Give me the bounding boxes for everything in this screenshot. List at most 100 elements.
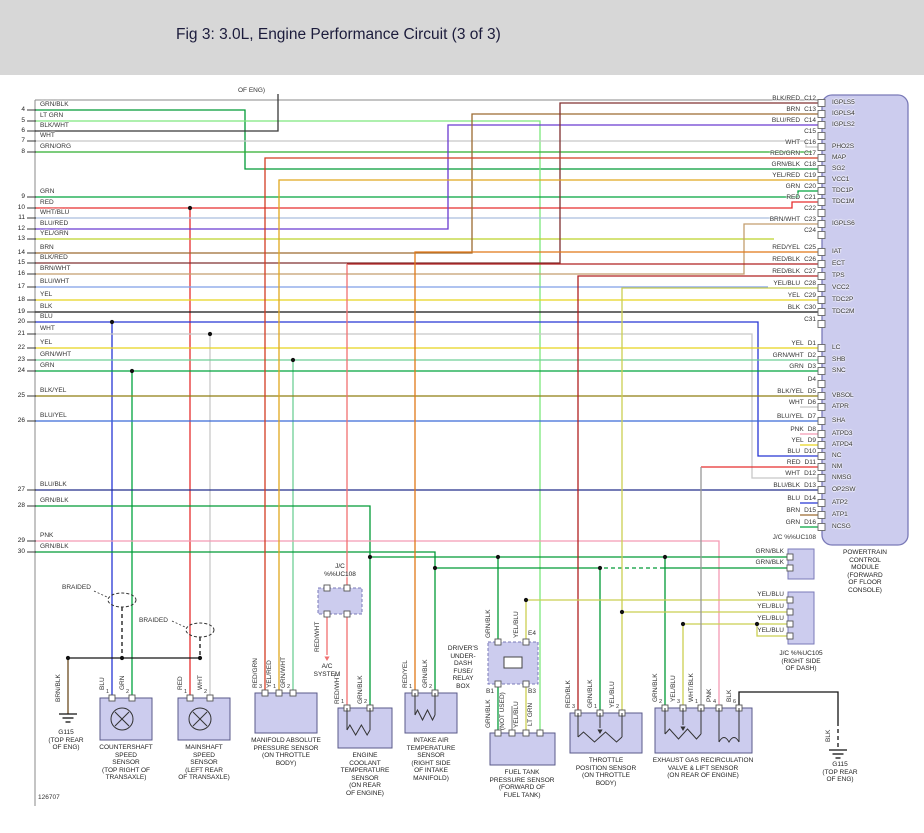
- pcm-pin-wire-color: BLU/RED: [771, 117, 801, 124]
- pcm-pin-square: [817, 320, 826, 328]
- junction-dot: [367, 554, 373, 560]
- pcm-pin-label: RED/BLK C27: [700, 268, 816, 276]
- wire-color-vertical-label: GRN/BLK: [357, 675, 364, 704]
- thermistor-symbol: [414, 708, 436, 722]
- pcm-pin-label: BLK C30: [700, 304, 816, 312]
- wire-red-blk: [577, 275, 820, 713]
- egr-valve-lift-sensor-pin-number: 2: [658, 699, 662, 705]
- left-pin-number: 16: [17, 270, 25, 277]
- mainshaft-speed-sensor-caption: MAINSHAFT SPEED SENSOR (LEFT REAR OF TRA…: [178, 744, 230, 781]
- pcm-pin-id: D13: [804, 482, 816, 489]
- pcm-pin-wire-color: RED: [786, 194, 801, 201]
- left-pin-wire-color: GRN: [40, 362, 55, 369]
- left-pin-wire-color: GRN: [40, 188, 55, 195]
- left-pin-wire-color: GRN/BLK: [40, 543, 69, 550]
- pcm-pin-id: D9: [807, 437, 816, 444]
- pcm-signal-label: TDC2M: [832, 308, 855, 315]
- pcm-pin-square: [817, 220, 826, 228]
- wire-grn: [35, 190, 820, 198]
- pcm-pin-square: [817, 523, 826, 531]
- pcm-pin-id: C13: [804, 106, 816, 113]
- lift-sensor-wiper-arrow: [680, 726, 686, 731]
- pcm-signal-label: ATPR: [832, 403, 849, 410]
- wire-yel-red: [278, 179, 820, 693]
- pcm-signal-label: ATPD3: [832, 430, 853, 437]
- wire-wht: [35, 333, 820, 479]
- pcm-pin-wire-color: BLU: [787, 448, 801, 455]
- pcm-signal-label: MAP: [832, 154, 847, 161]
- pcm-pin-wire-color: BLU/BLK: [773, 482, 801, 489]
- pcm-pin-label: RED/BLK C26: [700, 256, 816, 264]
- wire-color-vertical-label: RED: [177, 676, 184, 690]
- junction-pin-square: [522, 680, 530, 688]
- pcm-pin-label: RED D11: [700, 459, 816, 467]
- diagram-number: 126707: [38, 794, 60, 801]
- pcm-signal-label: NC: [832, 452, 842, 459]
- left-pin-wire-color: YEL: [40, 339, 53, 346]
- pcm-pin-id: C23: [804, 216, 816, 223]
- pcm-pin-wire-color: BLK/YEL: [777, 388, 804, 395]
- left-pin-wire-color: YEL/GRN: [40, 230, 69, 237]
- wire-blu-red: [35, 124, 820, 230]
- wire-color-vertical-label: WHT/BLK: [688, 673, 695, 702]
- pcm-signal-label: IGPLS5: [832, 99, 855, 106]
- pcm-box: [821, 94, 909, 546]
- left-pin-wire-color: BLK/RED: [40, 254, 68, 261]
- ect-sensor-box: [337, 707, 393, 749]
- pcm-pin-id: D5: [807, 388, 816, 395]
- pcm-pin-id: C19: [804, 172, 816, 179]
- left-pin-number: 5: [21, 117, 25, 124]
- pcm-pin-id: D4: [807, 376, 816, 383]
- egr-valve-lift-sensor-pin-number: 3: [676, 699, 680, 705]
- left-pin-wire-color: YEL: [40, 291, 53, 298]
- left-pin-wire-color: LT GRN: [40, 112, 64, 119]
- wire-color-vertical-label: WHT: [197, 675, 204, 690]
- potentiometer-symbol: [577, 731, 623, 743]
- pcm-pin-label: BRN C13: [700, 106, 816, 114]
- junction-dot: [129, 368, 135, 374]
- ground-g115-right-caption: G115 (TOP REAR OF ENG): [822, 761, 858, 783]
- left-pin-wire-color: RED: [40, 199, 54, 206]
- wire-brn: [35, 113, 820, 254]
- pcm-pin-square: [817, 198, 826, 206]
- pcm-pin-wire-color: RED/GRN: [770, 150, 801, 157]
- left-pin-number: 18: [17, 296, 25, 303]
- left-pin-number: 7: [21, 137, 25, 144]
- pcm-signal-label: IGPLS2: [832, 121, 855, 128]
- pcm-pin-id: C15: [804, 128, 816, 135]
- wire-pnk: [35, 540, 720, 708]
- wire-grn-blk-label: GRN/BLK: [755, 559, 784, 566]
- countershaft-speed-sensor-pin-square: [108, 694, 116, 702]
- pcm-pin-square: [817, 499, 826, 507]
- left-pin-wire-color: BLU/WHT: [40, 278, 70, 285]
- junction-dot: [680, 621, 686, 627]
- fuel-tank-pressure-sensor-pin-square: [508, 729, 516, 737]
- map-sensor-pin-number: 1: [272, 684, 276, 690]
- junction-pin-square: [786, 620, 794, 628]
- pcm-pin-id: C22: [804, 205, 816, 212]
- left-pin-number: 14: [17, 249, 25, 256]
- throttle-position-sensor-pin-number: 1: [593, 704, 597, 710]
- iat-sensor-pin-number: 1: [408, 684, 412, 690]
- pcm-signal-label: NMSG: [832, 474, 852, 481]
- pcm-pin-label: RED/GRN C17: [700, 150, 816, 158]
- pcm-pin-square: [817, 231, 826, 239]
- pcm-pin-id: D16: [804, 519, 816, 526]
- left-pin-number: 13: [17, 235, 25, 242]
- pcm-pin-square: [817, 452, 826, 460]
- pcm-pin-wire-color: YEL/BLU: [773, 280, 801, 287]
- fuel-tank-pressure-sensor-caption: FUEL TANK PRESSURE SENSOR (FORWARD OF FU…: [489, 769, 555, 799]
- map-sensor-box: [254, 692, 318, 734]
- wire-color-vertical-label: GRN/BLK: [422, 659, 429, 688]
- pcm-pin-square: [817, 463, 826, 471]
- pcm-pin-square: [817, 486, 826, 494]
- map-sensor-pin-square: [289, 689, 297, 697]
- pcm-pin-id: C21: [804, 194, 816, 201]
- pcm-pin-id: C24: [804, 227, 816, 234]
- throttle-position-sensor-pin-number: 3: [571, 704, 575, 710]
- left-pin-number: 29: [17, 537, 25, 544]
- map-sensor-pin-square: [261, 689, 269, 697]
- junction-pin-square: [786, 632, 794, 640]
- map-sensor-pin-number: 2: [286, 684, 290, 690]
